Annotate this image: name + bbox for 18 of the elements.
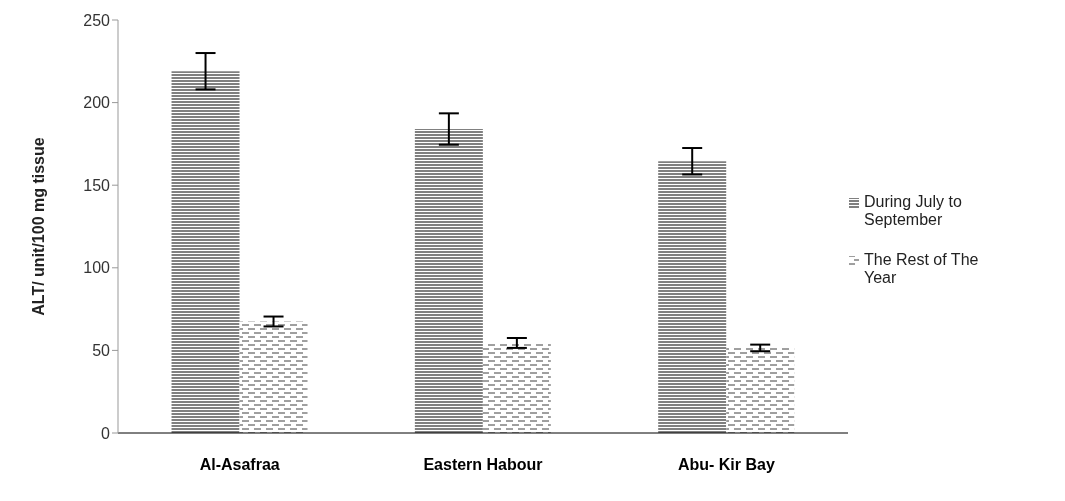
bar — [239, 321, 308, 433]
y-tick-label: 250 — [83, 11, 111, 29]
x-tick-label: Al-Asafraa — [199, 456, 280, 474]
legend-label: During July to September — [864, 192, 963, 229]
bar — [414, 129, 483, 433]
x-tick-label: Eastern Habour — [423, 456, 543, 474]
bar — [658, 161, 727, 433]
y-tick-label: 0 — [101, 424, 111, 442]
y-tick-label: 100 — [83, 259, 111, 277]
legend-label: The Rest of The Year — [864, 250, 980, 287]
bar — [171, 71, 240, 433]
y-tick-label: 150 — [83, 176, 111, 194]
y-tick-label: 200 — [83, 94, 111, 112]
x-tick-label: Abu- Kir Bay — [677, 456, 775, 474]
bar — [726, 347, 795, 433]
y-axis-title: ALT/ unit/100 mg tissue — [29, 137, 47, 316]
y-tick-label: 50 — [92, 342, 111, 360]
bar — [482, 342, 551, 433]
